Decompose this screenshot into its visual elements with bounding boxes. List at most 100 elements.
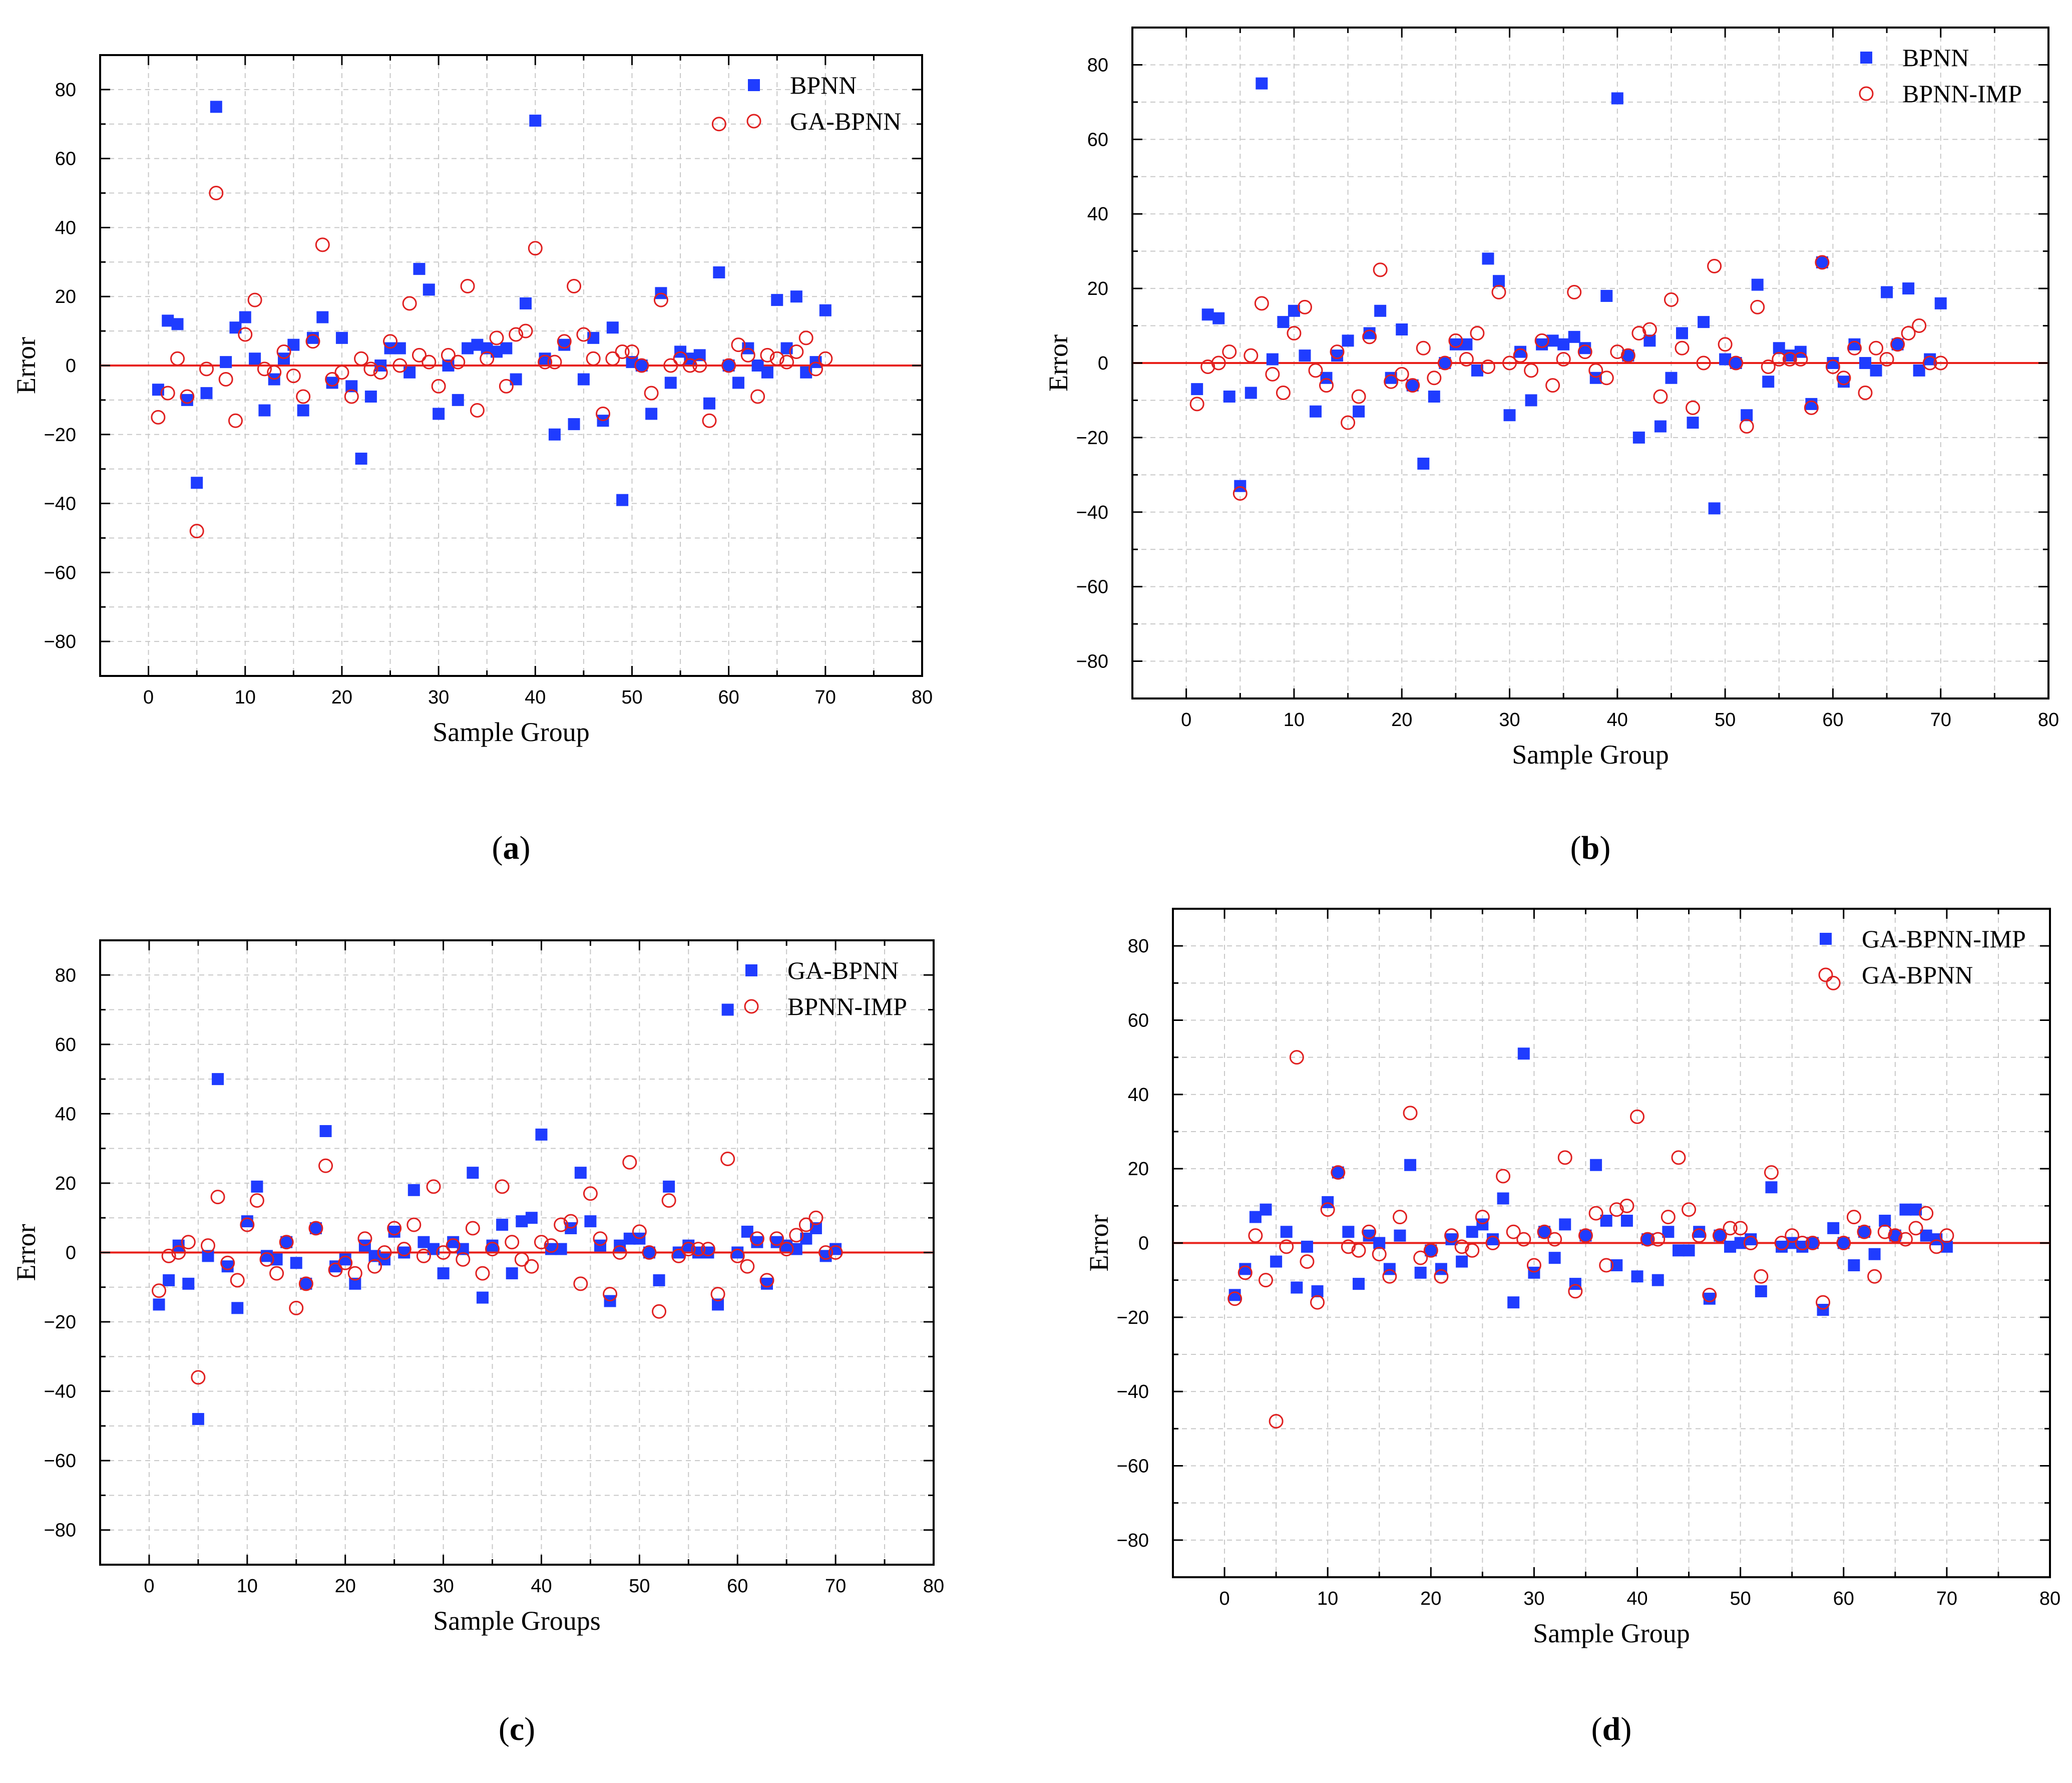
x-tick-label: 80 <box>2038 709 2059 731</box>
legend-marker-square <box>1820 933 1832 945</box>
data-point-circle <box>1259 1273 1274 1288</box>
y-tick-label: 20 <box>55 1173 76 1194</box>
y-tick-label: 80 <box>1087 55 1108 76</box>
y-tick-label: 40 <box>1087 204 1108 225</box>
data-point-square <box>1439 357 1451 369</box>
data-point-circle <box>189 524 204 539</box>
data-point-square <box>761 1277 773 1290</box>
data-point-circle <box>1556 352 1571 367</box>
data-point-circle <box>210 1190 225 1205</box>
data-point-circle <box>759 1273 774 1288</box>
data-point-circle <box>344 389 359 404</box>
data-point-square <box>1270 1255 1283 1268</box>
data-point-square <box>251 1180 263 1193</box>
x-tick-label: 0 <box>1219 1588 1229 1609</box>
data-point-circle <box>1671 1150 1686 1165</box>
data-point-square <box>1868 1248 1881 1260</box>
data-point-square <box>1239 1263 1252 1275</box>
data-point-square <box>1913 364 1925 377</box>
data-point-circle <box>446 1238 461 1253</box>
data-point-circle <box>1588 1206 1603 1221</box>
data-point-circle <box>1877 1224 1892 1239</box>
data-point-square <box>1256 77 1268 90</box>
data-point-square <box>1301 1240 1313 1253</box>
data-point-circle <box>363 362 378 377</box>
data-point-square <box>1404 1159 1417 1171</box>
data-point-circle <box>1702 1287 1717 1302</box>
data-point-circle <box>191 1370 206 1385</box>
data-point-circle <box>392 358 407 373</box>
legend-marker-circle <box>746 114 761 129</box>
series-ga-bpnn <box>1227 975 1954 1429</box>
series-bpnn-imp <box>152 1151 843 1385</box>
data-point-square <box>231 1302 244 1314</box>
y-tick-label: −40 <box>1076 502 1108 523</box>
data-point-square <box>306 331 319 344</box>
data-point-circle <box>1857 1224 1872 1239</box>
data-point-circle <box>1599 371 1614 386</box>
data-point-square <box>1751 278 1764 291</box>
data-point-circle <box>798 1217 813 1232</box>
data-point-circle <box>534 1235 549 1250</box>
data-point-circle <box>289 1300 304 1315</box>
data-point-circle <box>1816 1295 1831 1310</box>
data-point-circle <box>451 354 466 370</box>
panel-label-open: ( <box>499 1711 510 1747</box>
panel-label-letter: c <box>510 1711 524 1747</box>
data-point-square <box>1507 1296 1520 1309</box>
data-point-square <box>751 1236 763 1248</box>
y-tick-label: −60 <box>1076 577 1108 598</box>
panel-label-close: ) <box>1620 1711 1631 1747</box>
data-point-circle <box>1362 1224 1377 1239</box>
y-tick-label: 40 <box>55 217 76 238</box>
data-point-square <box>1708 502 1721 515</box>
data-point-circle <box>171 1245 186 1260</box>
x-tick-label: 30 <box>433 1576 454 1597</box>
x-tick-label: 20 <box>331 687 352 708</box>
panel-label-letter: a <box>503 830 520 866</box>
data-point-circle <box>1675 340 1690 355</box>
data-point-square <box>1858 1226 1870 1238</box>
chart-panel-d: 0 10 20 30 40 50 60 70 80 −80 −60 −40 −20 0 20 40 60 80 Sa… <box>1084 908 2060 1747</box>
data-point-circle <box>544 1238 559 1253</box>
data-point-circle <box>406 1217 422 1232</box>
data-point-square <box>506 1267 518 1280</box>
data-point-square <box>319 1125 332 1138</box>
data-point-circle <box>465 1221 480 1236</box>
data-point-circle <box>1276 386 1291 401</box>
data-point-circle <box>495 1179 510 1194</box>
data-point-circle <box>721 358 736 373</box>
data-point-square <box>191 477 203 489</box>
data-point-square <box>1435 1263 1447 1275</box>
data-point-circle <box>1933 355 1948 371</box>
data-point-circle <box>1890 337 1905 352</box>
data-point-circle <box>1416 340 1431 355</box>
data-point-circle <box>818 1245 834 1260</box>
x-tick-label: 0 <box>143 687 154 708</box>
data-point-circle <box>170 351 185 366</box>
x-tick-label: 30 <box>428 687 449 708</box>
data-point-square <box>496 1219 509 1231</box>
data-point-circle <box>1413 1250 1428 1265</box>
data-point-circle <box>518 323 533 338</box>
data-point-square <box>1891 338 1904 350</box>
legend-label: GA-BPNN <box>1862 961 1973 989</box>
data-point-circle <box>1557 1150 1572 1165</box>
data-point-square <box>1651 1274 1664 1286</box>
data-point-square <box>388 1225 400 1238</box>
data-point-circle <box>209 186 224 201</box>
data-point-circle <box>441 347 456 363</box>
data-point-circle <box>308 1221 323 1236</box>
data-point-square <box>574 1167 587 1179</box>
y-tick-label: −20 <box>1076 428 1108 449</box>
data-point-square <box>1234 480 1247 492</box>
data-point-square <box>300 1277 312 1290</box>
data-point-circle <box>1939 1228 1954 1243</box>
data-point-square <box>1765 1181 1778 1194</box>
data-point-circle <box>1692 1228 1707 1243</box>
data-point-square <box>1848 338 1861 350</box>
y-tick-label: −60 <box>44 562 76 583</box>
data-point-circle <box>1319 378 1334 393</box>
data-point-square <box>577 373 590 386</box>
data-point-circle <box>524 1259 539 1274</box>
